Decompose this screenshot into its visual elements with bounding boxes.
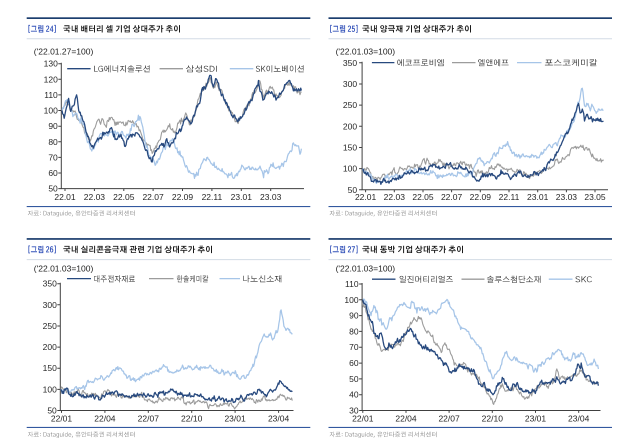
svg-text:22.01: 22.01 xyxy=(54,192,76,202)
svg-text:22.09: 22.09 xyxy=(172,192,194,202)
svg-text:90: 90 xyxy=(48,121,58,131)
svg-text:22.07: 22.07 xyxy=(142,192,164,202)
svg-text:300: 300 xyxy=(343,79,357,89)
svg-text:110: 110 xyxy=(345,279,359,289)
svg-text:('22.01.03=100): ('22.01.03=100) xyxy=(336,264,396,274)
svg-text:22/10: 22/10 xyxy=(181,413,203,423)
svg-text:50: 50 xyxy=(48,184,58,194)
svg-text:22.05: 22.05 xyxy=(412,192,434,202)
svg-text:40: 40 xyxy=(349,390,359,400)
svg-text:22.01: 22.01 xyxy=(355,192,377,202)
svg-text:22.05: 22.05 xyxy=(113,192,135,202)
svg-text:150: 150 xyxy=(343,143,357,153)
svg-text:350: 350 xyxy=(43,279,57,289)
svg-text:23.03: 23.03 xyxy=(260,192,282,202)
svg-text:23.03: 23.03 xyxy=(556,192,578,202)
svg-text:22/01: 22/01 xyxy=(51,413,73,423)
svg-text:23/04: 23/04 xyxy=(568,413,590,423)
svg-text:23.01: 23.01 xyxy=(527,192,549,202)
svg-text:23.05: 23.05 xyxy=(584,192,606,202)
svg-text:60: 60 xyxy=(349,358,359,368)
svg-text:300: 300 xyxy=(43,300,57,310)
svg-text:70: 70 xyxy=(349,342,359,352)
svg-text:22.11: 22.11 xyxy=(202,192,223,202)
svg-text:22/04: 22/04 xyxy=(395,413,417,423)
svg-text:50: 50 xyxy=(348,185,358,195)
svg-text:110: 110 xyxy=(44,90,58,100)
svg-text:250: 250 xyxy=(343,100,357,110)
svg-text:70: 70 xyxy=(48,152,58,162)
svg-text:90: 90 xyxy=(349,311,359,321)
svg-text:130: 130 xyxy=(44,59,58,69)
svg-text:22.03: 22.03 xyxy=(84,192,106,202)
svg-text:22/10: 22/10 xyxy=(482,413,504,423)
svg-text:('22.01.03=100): ('22.01.03=100) xyxy=(34,264,94,274)
svg-text:22.11: 22.11 xyxy=(499,192,520,202)
svg-text:('22.01.27=100): ('22.01.27=100) xyxy=(34,46,94,56)
svg-text:22/07: 22/07 xyxy=(438,413,460,423)
svg-text:100: 100 xyxy=(344,295,358,305)
svg-text:22/07: 22/07 xyxy=(138,413,160,423)
svg-text:80: 80 xyxy=(48,137,58,147)
svg-text:200: 200 xyxy=(343,121,357,131)
svg-text:80: 80 xyxy=(349,326,359,336)
svg-text:120: 120 xyxy=(44,74,58,84)
svg-text:23.01: 23.01 xyxy=(231,192,253,202)
svg-text:22.09: 22.09 xyxy=(470,192,492,202)
svg-text:('22.01.03=100): ('22.01.03=100) xyxy=(336,46,396,56)
svg-text:50: 50 xyxy=(349,374,359,384)
svg-text:200: 200 xyxy=(43,342,57,352)
svg-text:23/01: 23/01 xyxy=(525,413,547,423)
svg-text:22.03: 22.03 xyxy=(384,192,406,202)
svg-text:23/01: 23/01 xyxy=(224,413,246,423)
svg-text:100: 100 xyxy=(43,384,57,394)
svg-text:100: 100 xyxy=(343,164,357,174)
svg-text:23/04: 23/04 xyxy=(268,413,290,423)
svg-text:22/01: 22/01 xyxy=(352,413,374,423)
svg-text:250: 250 xyxy=(43,321,57,331)
svg-text:30: 30 xyxy=(349,406,359,416)
svg-text:100: 100 xyxy=(44,106,58,116)
svg-text:350: 350 xyxy=(343,58,357,68)
svg-text:22.07: 22.07 xyxy=(441,192,463,202)
svg-text:60: 60 xyxy=(48,168,58,178)
svg-text:150: 150 xyxy=(43,363,57,373)
svg-text:50: 50 xyxy=(47,406,57,416)
svg-text:22/04: 22/04 xyxy=(94,413,116,423)
